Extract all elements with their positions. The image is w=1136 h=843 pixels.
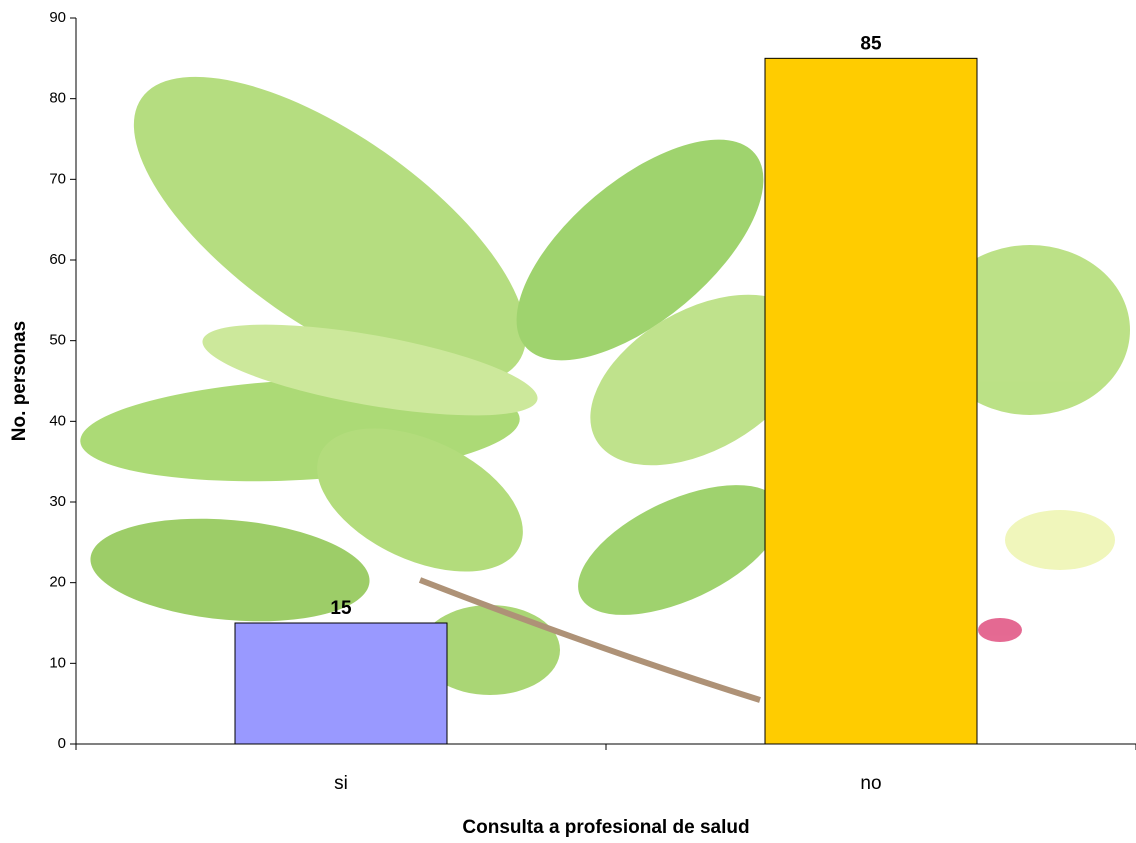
y-tick-label: 10 [49,654,66,671]
y-tick-label: 0 [58,735,66,752]
y-tick-label: 70 [49,170,66,187]
x-axis-title: Consulta a profesional de salud [462,817,749,838]
x-tick-label: no [860,773,881,794]
y-tick-label: 90 [49,9,66,26]
bar [234,622,448,745]
y-tick-label: 40 [49,412,66,429]
y-tick-label: 30 [49,493,66,510]
x-tick-label: si [334,773,348,794]
y-tick-label: 50 [49,332,66,349]
y-axis-title: No. personas [9,321,30,441]
background-plant [80,76,1130,703]
y-tick-label: 60 [49,251,66,268]
bar [764,57,978,745]
value-label: 15 [330,598,352,619]
value-label: 85 [860,33,882,54]
y-tick-label: 20 [49,574,66,591]
y-tick-label: 80 [49,90,66,107]
